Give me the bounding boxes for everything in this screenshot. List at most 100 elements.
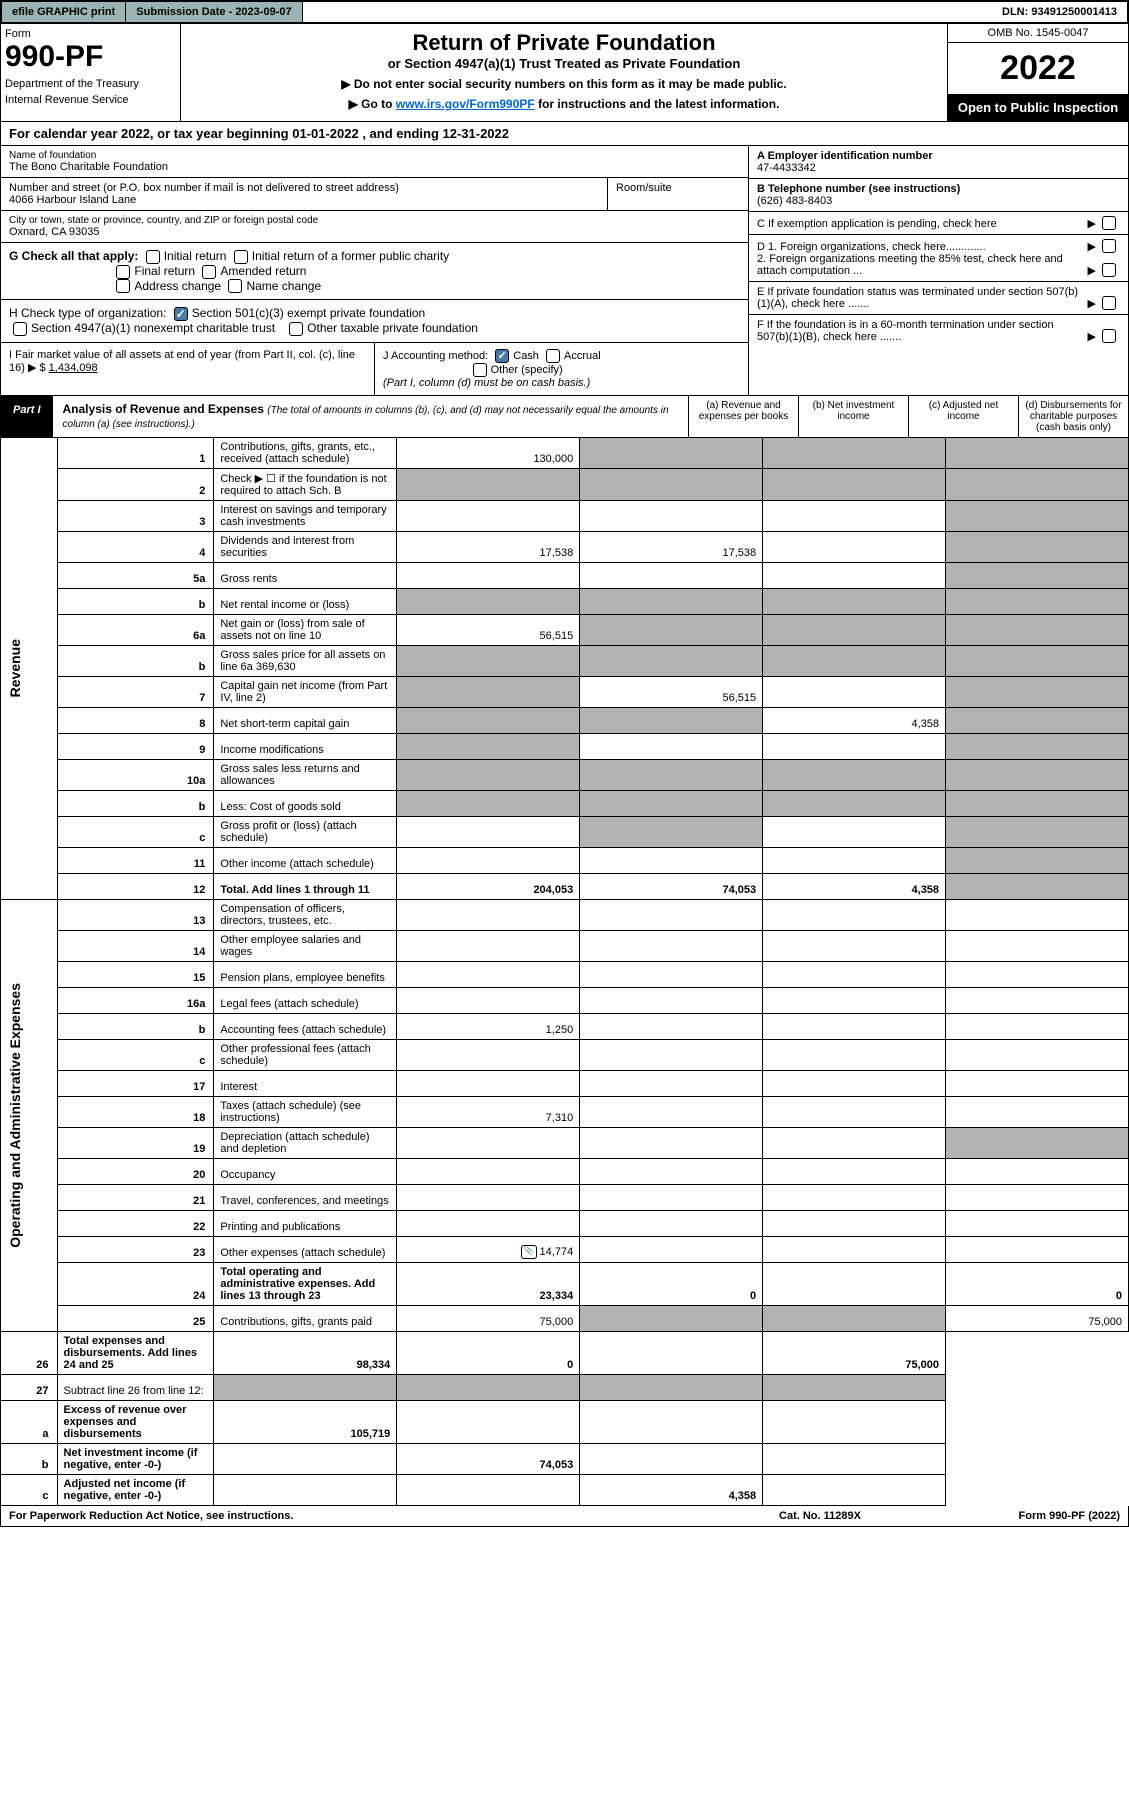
col-c-val xyxy=(763,931,946,962)
check-e[interactable] xyxy=(1102,296,1116,310)
col-c-val xyxy=(763,1185,946,1211)
col-c-val: 4,358 xyxy=(763,874,946,900)
table-row: 15 Pension plans, employee benefits xyxy=(1,962,1129,988)
col-a-val xyxy=(397,1211,580,1237)
arrow-icon xyxy=(1088,217,1098,230)
arrow-icon xyxy=(1088,240,1098,253)
col-a-val: 23,334 xyxy=(397,1263,580,1306)
check-4947[interactable] xyxy=(13,322,27,336)
opt-cash: Cash xyxy=(513,350,539,362)
table-row: 17 Interest xyxy=(1,1071,1129,1097)
col-a-val xyxy=(397,760,580,791)
col-c-val xyxy=(580,1401,763,1444)
name-label: Name of foundation xyxy=(9,150,740,161)
col-a-val xyxy=(214,1475,397,1506)
line-desc: Net short-term capital gain xyxy=(214,708,397,734)
col-c-val xyxy=(763,1159,946,1185)
form-title: Return of Private Foundation xyxy=(187,30,941,56)
check-f[interactable] xyxy=(1102,329,1116,343)
col-a-val: 📎 14,774 xyxy=(397,1237,580,1263)
check-d1[interactable] xyxy=(1102,239,1116,253)
line-num: 1 xyxy=(57,438,214,469)
col-b-val xyxy=(580,760,763,791)
col-b-hdr: (b) Net investment income xyxy=(798,396,908,437)
part1-header: Part I Analysis of Revenue and Expenses … xyxy=(0,396,1129,438)
line-num: 25 xyxy=(57,1306,214,1332)
line-num: 23 xyxy=(57,1237,214,1263)
analysis-table: Revenue 1 Contributions, gifts, grants, … xyxy=(0,438,1129,1506)
col-a-val xyxy=(397,817,580,848)
arrow-icon xyxy=(1088,297,1098,310)
check-cash[interactable] xyxy=(495,349,509,363)
col-a-val xyxy=(397,589,580,615)
table-row: c Other professional fees (attach schedu… xyxy=(1,1040,1129,1071)
line-num: 24 xyxy=(57,1263,214,1306)
col-c-val xyxy=(763,677,946,708)
col-d-val xyxy=(946,1185,1129,1211)
col-d-val xyxy=(946,532,1129,563)
col-a-hdr: (a) Revenue and expenses per books xyxy=(688,396,798,437)
line-desc: Adjusted net income (if negative, enter … xyxy=(57,1475,214,1506)
dln-label: DLN: 93491250001413 xyxy=(992,2,1127,22)
fmv-value: 1,434,098 xyxy=(49,362,98,374)
col-c-val xyxy=(763,734,946,760)
line-desc: Gross sales price for all assets on line… xyxy=(214,646,397,677)
col-d-val xyxy=(946,589,1129,615)
check-final[interactable] xyxy=(116,265,130,279)
col-c-val xyxy=(763,1237,946,1263)
col-a-val xyxy=(397,469,580,501)
col-c-val xyxy=(763,615,946,646)
table-row: 9 Income modifications xyxy=(1,734,1129,760)
attachment-icon[interactable]: 📎 xyxy=(521,1245,537,1259)
col-c-val xyxy=(763,438,946,469)
check-c[interactable] xyxy=(1102,216,1116,230)
col-a-val xyxy=(397,1159,580,1185)
col-a-val xyxy=(397,900,580,931)
check-amended[interactable] xyxy=(202,265,216,279)
line-desc: Check ▶ ☐ if the foundation is not requi… xyxy=(214,469,397,501)
check-initial-return[interactable] xyxy=(146,250,160,264)
col-a-val xyxy=(214,1444,397,1475)
col-d-val: 75,000 xyxy=(946,1306,1129,1332)
check-initial-former[interactable] xyxy=(234,250,248,264)
arrow-icon xyxy=(1088,330,1098,343)
line-desc: Gross rents xyxy=(214,563,397,589)
line-desc: Printing and publications xyxy=(214,1211,397,1237)
line-desc: Net gain or (loss) from sale of assets n… xyxy=(214,615,397,646)
check-d2[interactable] xyxy=(1102,263,1116,277)
col-a-val: 98,334 xyxy=(214,1332,397,1375)
calendar-year: For calendar year 2022, or tax year begi… xyxy=(0,122,1129,146)
col-a-val xyxy=(397,848,580,874)
line-num: 26 xyxy=(1,1332,58,1375)
check-other-acct[interactable] xyxy=(473,363,487,377)
col-d-val xyxy=(946,760,1129,791)
check-accrual[interactable] xyxy=(546,349,560,363)
check-addr-change[interactable] xyxy=(116,279,130,293)
col-c-val xyxy=(763,988,946,1014)
col-c-val: 4,358 xyxy=(763,708,946,734)
check-501c3[interactable] xyxy=(174,307,188,321)
info-section: Name of foundation The Bono Charitable F… xyxy=(0,146,1129,396)
irs-link[interactable]: www.irs.gov/Form990PF xyxy=(396,97,535,111)
line-desc: Subtract line 26 from line 12: xyxy=(57,1375,214,1401)
arrow-icon xyxy=(1088,264,1098,277)
table-row: 2 Check ▶ ☐ if the foundation is not req… xyxy=(1,469,1129,501)
check-name-change[interactable] xyxy=(228,279,242,293)
irs-label: Internal Revenue Service xyxy=(5,94,176,106)
table-row: 11 Other income (attach schedule) xyxy=(1,848,1129,874)
instr-suffix: for instructions and the latest informat… xyxy=(535,97,780,111)
col-a-val: 130,000 xyxy=(397,438,580,469)
line-num: 27 xyxy=(1,1375,58,1401)
line-num: c xyxy=(1,1475,58,1506)
line-desc: Income modifications xyxy=(214,734,397,760)
col-d-val xyxy=(946,501,1129,532)
line-desc: Depreciation (attach schedule) and deple… xyxy=(214,1128,397,1159)
table-row: b Accounting fees (attach schedule) 1,25… xyxy=(1,1014,1129,1040)
col-d-val: 75,000 xyxy=(763,1332,946,1375)
check-other-tax[interactable] xyxy=(289,322,303,336)
col-b-val xyxy=(580,791,763,817)
col-d-val xyxy=(946,931,1129,962)
col-b-val xyxy=(580,1185,763,1211)
efile-button[interactable]: efile GRAPHIC print xyxy=(2,2,126,22)
opt-other-acct: Other (specify) xyxy=(491,364,563,376)
